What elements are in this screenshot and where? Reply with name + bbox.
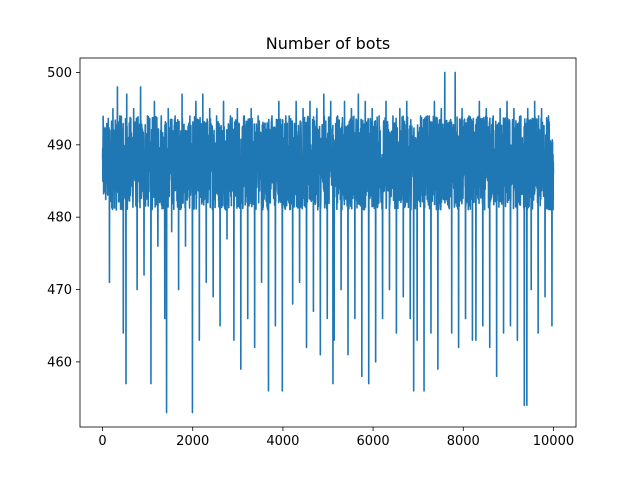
y-tick-label: 500 [47,66,72,81]
series-line-0 [101,71,555,414]
y-tick-label: 480 [47,211,72,226]
x-tick-label: 10000 [533,434,574,449]
x-tick-label: 4000 [266,434,299,449]
y-tick-label: 490 [47,138,72,153]
y-tick-label: 470 [47,283,72,298]
axes: 0 2000 4000 6000 8000 10000 460 470 480 490 500 [47,57,577,449]
axes-frame [79,57,577,428]
x-tick-label: 2000 [176,434,209,449]
x-tick-label: 8000 [447,434,480,449]
chart-title: Number of bots [266,34,390,53]
x-tick-label: 6000 [357,434,390,449]
plot-area [101,71,555,414]
x-tick-label: 0 [98,434,106,449]
y-tick-label: 460 [47,355,72,370]
